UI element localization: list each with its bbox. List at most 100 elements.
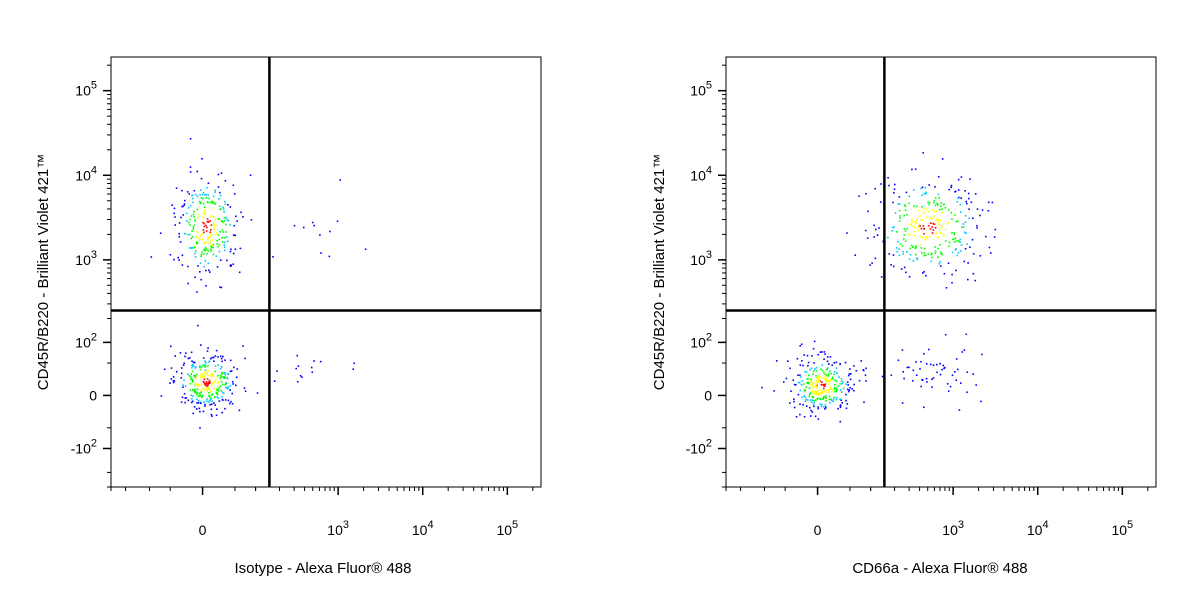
event-dot [204,211,207,214]
event-dot [896,251,899,253]
event-dot [908,258,911,260]
event-dot [939,208,941,211]
event-dot [934,197,937,199]
event-dot [879,201,882,203]
event-dot [909,253,912,256]
x-tick-label: 105 [1111,519,1133,538]
event-dot [928,201,931,204]
event-dot [225,231,227,233]
event-dot [955,358,958,360]
event-dot [320,252,322,254]
event-dot [954,371,956,373]
event-dot [819,389,822,392]
event-dot [792,379,795,381]
event-dot [820,392,822,394]
event-dot [173,207,176,210]
event-dot [830,378,832,381]
event-dot [183,204,185,207]
event-dot [912,225,915,228]
event-dot [925,193,927,195]
event-dot [806,399,809,401]
event-dot [965,200,967,203]
event-dot [227,219,230,222]
event-dot [880,183,882,185]
event-dot [821,404,823,406]
event-dot [831,364,833,366]
event-dot [186,212,188,215]
event-dot [205,285,207,287]
event-dot [824,353,826,355]
event-dot [815,374,817,377]
event-dot [213,356,215,359]
event-dot [177,256,179,259]
event-dot [187,282,189,285]
event-dot [199,238,201,240]
event-dot [810,378,812,380]
event-dot [968,217,970,220]
event-dot [963,231,966,234]
event-dot [224,407,226,410]
y-axis-ticks [103,64,111,488]
event-dot [202,374,204,376]
event-dot [896,231,898,233]
event-dot [203,365,206,367]
event-dot [980,400,982,403]
event-dot [964,215,967,217]
event-dot [199,376,202,378]
event-dot [807,361,810,364]
event-dot [194,252,196,255]
event-dot [194,374,197,377]
event-dot [220,259,222,261]
event-dot [943,234,945,237]
event-dot [800,343,803,346]
event-dot [898,248,900,250]
event-dot [214,191,216,193]
event-dot [171,204,173,206]
event-dot [188,375,191,377]
event-dot [865,380,867,382]
event-dot [192,363,194,366]
event-dot [191,378,193,381]
event-dot [847,384,849,386]
event-dot [191,247,193,249]
event-dot [934,204,937,207]
plot-frame [725,56,1157,488]
event-dot [208,400,211,402]
event-dot [811,401,813,403]
event-dot [804,400,807,402]
event-dot [797,374,799,376]
event-dot [216,388,218,391]
event-dot [960,176,963,178]
event-dot [892,201,894,204]
event-dot [836,372,838,374]
event-dot [990,252,992,254]
event-dot [199,235,202,237]
event-dot [227,399,230,402]
event-dot [939,228,941,230]
event-dot [242,345,244,347]
event-dot [821,392,824,394]
event-dot [942,233,945,236]
event-dot [797,393,800,396]
event-dot [200,253,203,256]
event-dot [230,370,233,372]
event-dot [937,204,939,206]
event-dot [195,393,198,396]
event-dot [216,266,219,268]
event-dot [825,379,828,382]
event-dot [941,208,943,210]
event-dot [935,218,937,221]
event-dot [809,392,811,394]
event-dot [209,233,211,236]
event-dot [204,246,207,249]
event-dot [958,196,960,199]
event-dot [202,373,204,375]
event-dot [811,396,814,398]
event-dot [942,364,945,367]
event-dot [210,413,213,416]
event-dot [172,380,175,382]
event-dot [823,390,826,393]
event-dot [833,387,836,389]
event-dot [892,226,894,229]
event-dot [946,383,949,385]
